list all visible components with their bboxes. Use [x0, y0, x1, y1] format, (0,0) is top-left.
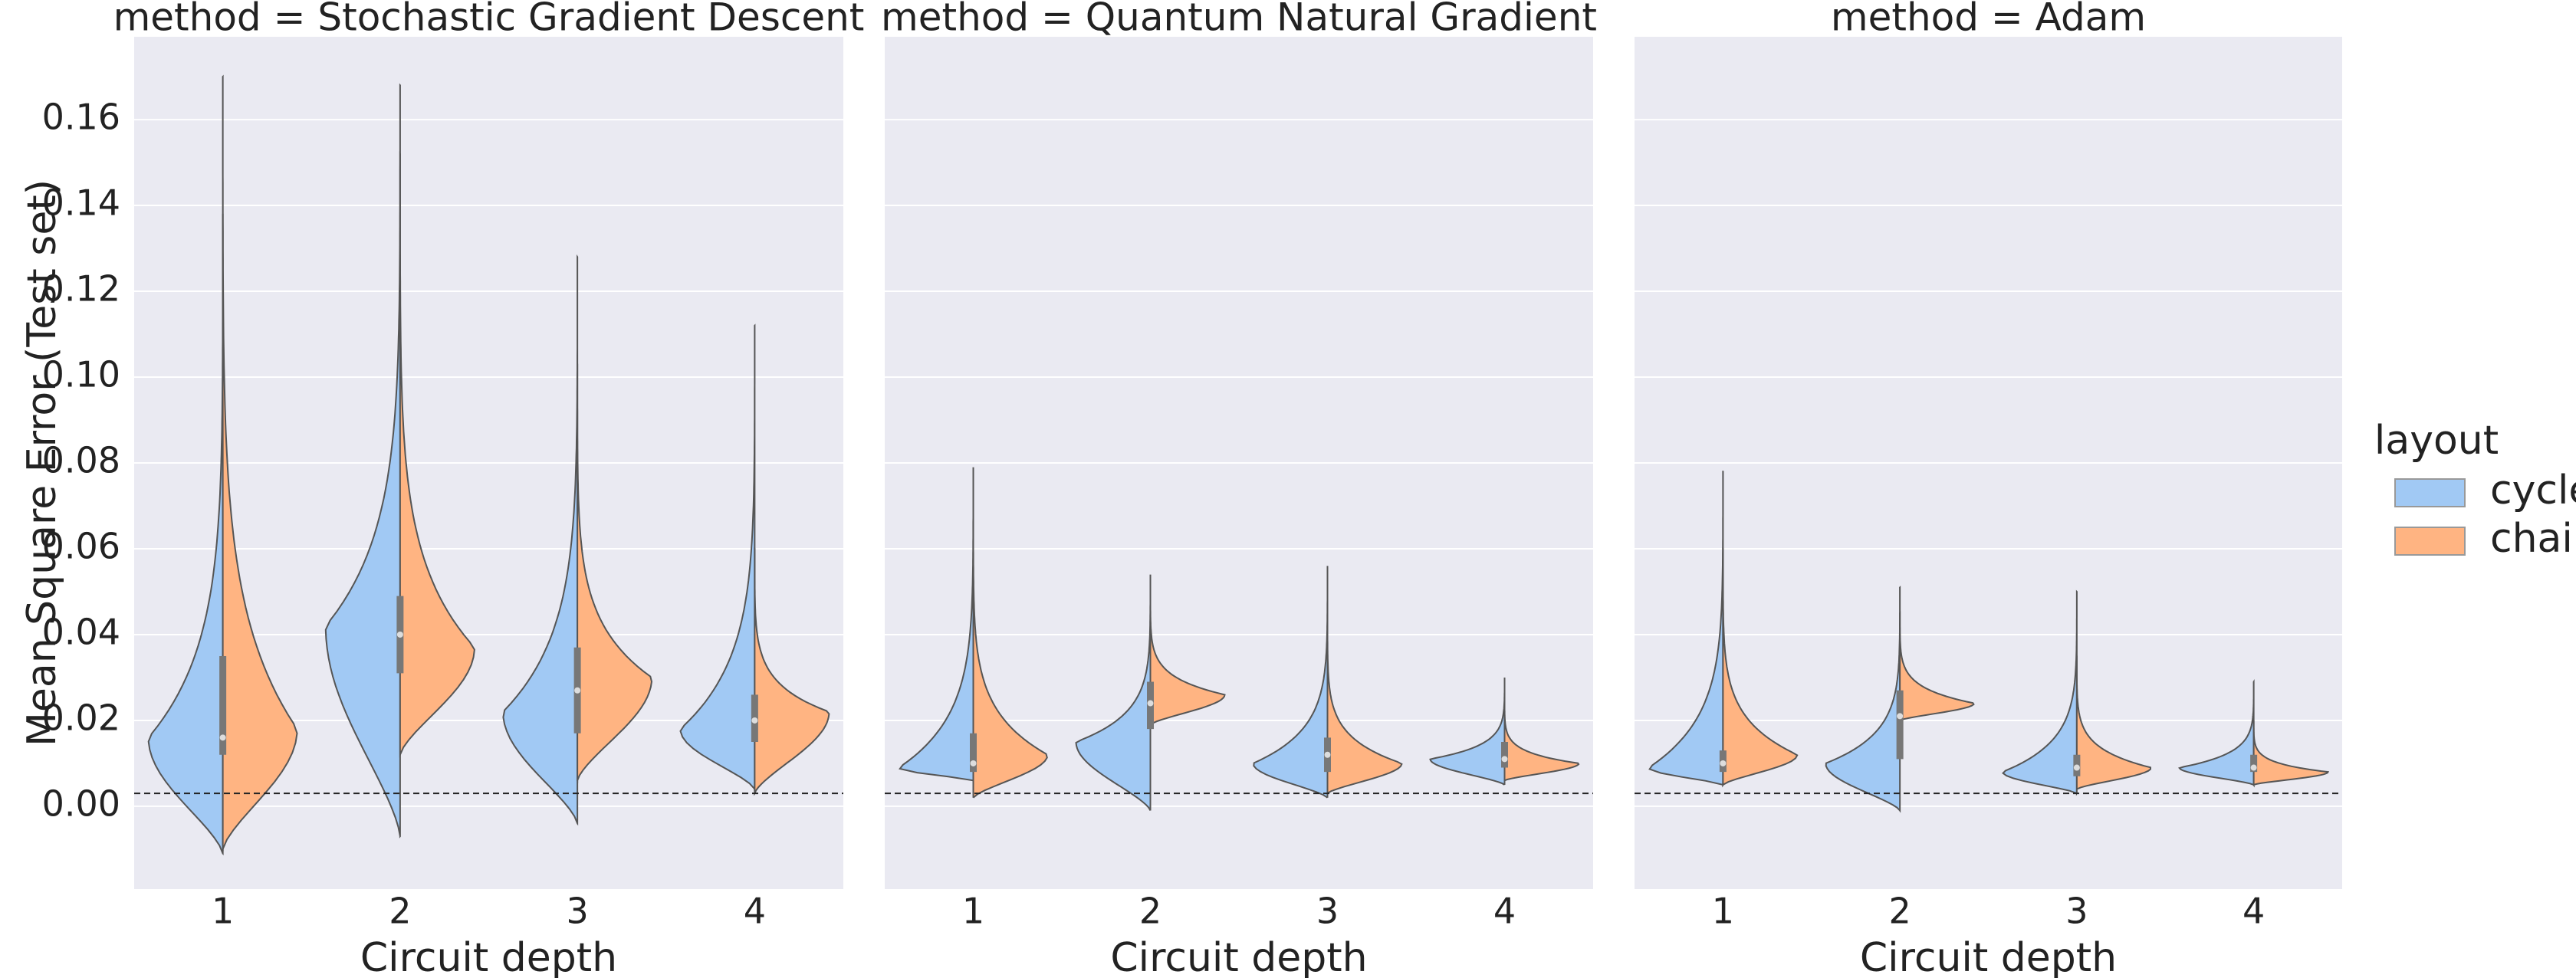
y-tick-label: 0.06 — [42, 525, 120, 566]
box-median — [2073, 764, 2080, 771]
x-tick-label: 1 — [1712, 891, 1734, 932]
y-tick-label: 0.16 — [42, 97, 120, 138]
x-tick-label: 1 — [212, 891, 234, 932]
half-violin — [1253, 566, 1329, 799]
x-tick-label: 3 — [566, 891, 588, 932]
box-median — [396, 631, 403, 638]
y-tick-label: 0.08 — [42, 440, 120, 481]
half-violin — [1648, 471, 1724, 786]
box-median — [1324, 751, 1331, 758]
half-violin — [1429, 677, 1506, 786]
y-tick-label: 0.04 — [42, 611, 120, 652]
y-tick-label: 0.12 — [42, 268, 120, 310]
legend-swatch — [2394, 527, 2466, 556]
x-tick-label: 2 — [1139, 891, 1162, 932]
y-tick-label: 0.10 — [42, 354, 120, 395]
half-violin — [2252, 717, 2330, 787]
x-axis-label: Circuit depth — [1110, 935, 1367, 978]
legend-swatch — [2394, 478, 2466, 507]
y-tick-label: 0.02 — [42, 697, 120, 738]
x-axis-label: Circuit depth — [1860, 935, 2117, 978]
box-median — [1897, 713, 1904, 720]
x-axis-label: Circuit depth — [360, 935, 617, 978]
half-violin — [1326, 612, 1403, 794]
half-violin — [2177, 679, 2255, 787]
x-tick-label: 4 — [2242, 891, 2265, 932]
half-violin — [1898, 611, 1975, 722]
box-median — [574, 687, 581, 694]
half-violin — [1722, 546, 1799, 786]
half-violin — [679, 323, 756, 793]
x-tick-label: 3 — [2065, 891, 2088, 932]
half-violin — [754, 547, 830, 796]
half-violin — [972, 505, 1048, 799]
half-violin — [502, 254, 579, 826]
x-tick-label: 4 — [1493, 891, 1516, 932]
box-median — [751, 717, 758, 724]
legend-label: chain — [2490, 516, 2576, 562]
x-tick-label: 2 — [389, 891, 411, 932]
box-median — [219, 734, 226, 741]
y-axis-label: Mean Square Error (Test set) — [19, 179, 65, 747]
x-tick-label: 3 — [1316, 891, 1339, 932]
half-violin — [1149, 591, 1226, 727]
half-violin — [2075, 653, 2151, 790]
panel-title: method = Adam — [1831, 0, 2146, 40]
legend-title: layout — [2374, 418, 2499, 464]
half-violin — [222, 74, 298, 852]
y-tick-label: 0.00 — [42, 783, 120, 824]
box-median — [1147, 700, 1154, 707]
panel-title: method = Quantum Natural Gradient — [881, 0, 1597, 40]
box-median — [970, 760, 977, 766]
half-violin — [1503, 698, 1580, 782]
half-violin — [399, 151, 475, 758]
x-tick-label: 1 — [962, 891, 984, 932]
x-tick-label: 4 — [744, 891, 766, 932]
box-median — [2250, 764, 2257, 771]
panel-title: method = Stochastic Gradient Descent — [113, 0, 865, 40]
y-tick-label: 0.14 — [42, 182, 120, 224]
legend-label: cycle — [2490, 468, 2576, 514]
box-median — [1501, 756, 1508, 763]
half-violin — [2002, 589, 2078, 795]
x-tick-label: 2 — [1888, 891, 1911, 932]
box-median — [1720, 760, 1727, 766]
half-violin — [576, 363, 653, 783]
